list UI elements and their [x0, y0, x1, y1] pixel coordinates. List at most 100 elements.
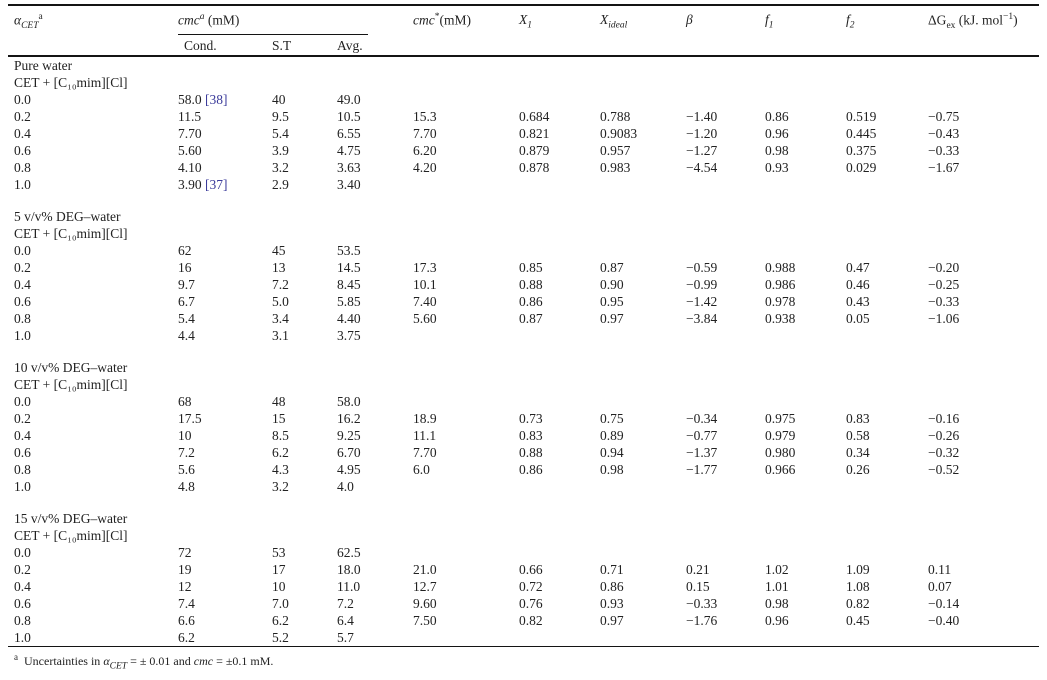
table-row: 0.4 10 8.5 9.25 11.1 0.83 0.89 −0.77 0.979 0.58 −0… [8, 427, 1039, 444]
cell-beta: −0.99 [686, 277, 718, 292]
cell-x-ideal [600, 478, 686, 495]
cell-dg-ex: −0.40 [928, 613, 960, 628]
cell-f2: 1.08 [846, 579, 870, 594]
cell-x1: 0.66 [519, 562, 543, 577]
section-system-row: CET + [C₁₀mim][Cl] [8, 376, 1039, 393]
cell-f2: 0.519 [846, 109, 877, 124]
cell-x1: 0.821 [519, 126, 550, 141]
cell-f1: 0.98 [765, 596, 789, 611]
cell-x-ideal: 0.97 [600, 613, 624, 628]
section-title: 10 v/v% DEG–water [14, 360, 128, 375]
cell-cmc-st: 13 [272, 260, 286, 275]
cell-f1: 0.988 [765, 260, 796, 275]
cell-f1: 0.986 [765, 277, 796, 292]
table-row: 1.0 4.4 3.1 3.75 [8, 327, 1039, 344]
section-system: CET + [C₁₀mim][Cl] [14, 377, 128, 392]
table-row: 0.0 72 53 62.5 [8, 544, 1039, 561]
table-footnote: a Uncertainties in αCET = ± 0.01 and cmc … [14, 652, 274, 672]
cell-x1: 0.879 [519, 143, 550, 158]
cell-x-ideal [600, 629, 686, 647]
section-title: 5 v/v% DEG–water [14, 209, 121, 224]
cell-alpha-cet: 1.0 [14, 479, 31, 494]
cell-dg-ex: −0.20 [928, 260, 960, 275]
cell-x-ideal: 0.71 [600, 562, 624, 577]
cell-cmc-cond: 62 [178, 243, 192, 258]
table-row: 0.2 16 13 14.5 17.3 0.85 0.87 −0.59 0.988 0.47 −0.… [8, 259, 1039, 276]
cell-f1 [765, 544, 846, 561]
cell-cmc-cond: 5.4 [178, 311, 195, 326]
cell-f2 [846, 91, 928, 108]
cell-x1: 0.878 [519, 160, 550, 175]
header-row-1: αCETa cmca (mM) cmc*(mM) X1 Xideal β f1 … [8, 5, 1039, 36]
cell-cmc-cond: 72 [178, 545, 192, 560]
cell-f2: 0.46 [846, 277, 870, 292]
cell-f1 [765, 327, 846, 344]
cell-f2 [846, 544, 928, 561]
cell-cmc-cond: 68 [178, 394, 192, 409]
section-title-row: Pure water [8, 56, 1039, 74]
cell-f2 [846, 393, 928, 410]
cell-dg-ex [928, 242, 1039, 259]
cell-x-ideal: 0.98 [600, 462, 624, 477]
citation-link[interactable]: [37] [201, 177, 228, 192]
cell-cmc-star [413, 393, 519, 410]
section-system: CET + [C₁₀mim][Cl] [14, 75, 128, 90]
col-header-x-ideal: Xideal [600, 12, 628, 31]
section-system: CET + [C₁₀mim][Cl] [14, 528, 128, 543]
cell-f1: 0.86 [765, 109, 789, 124]
cell-cmc-st: 10 [272, 579, 286, 594]
cell-f2: 0.375 [846, 143, 877, 158]
cell-x-ideal: 0.87 [600, 260, 624, 275]
cell-f1: 1.02 [765, 562, 789, 577]
cell-cmc-cond: 6.7 [178, 294, 195, 309]
cell-f1: 0.966 [765, 462, 796, 477]
cell-x-ideal: 0.957 [600, 143, 631, 158]
cell-x1 [519, 393, 600, 410]
cell-x1: 0.73 [519, 411, 543, 426]
cell-dg-ex: −0.33 [928, 294, 960, 309]
section-title-row: 10 v/v% DEG–water [8, 359, 1039, 376]
cell-cmc-avg: 6.4 [337, 613, 354, 628]
cell-x-ideal: 0.90 [600, 277, 624, 292]
cell-cmc-avg: 4.95 [337, 462, 361, 477]
table-row: 1.0 6.2 5.2 5.7 [8, 629, 1039, 647]
cell-cmc-avg: 53.5 [337, 243, 361, 258]
cell-cmc-star [413, 242, 519, 259]
citation-link[interactable]: [38] [201, 92, 228, 107]
cell-alpha-cet: 0.0 [14, 92, 31, 107]
col-header-f1: f1 [765, 12, 774, 31]
cell-cmc-avg: 18.0 [337, 562, 361, 577]
cell-cmc-st: 5.0 [272, 294, 289, 309]
cell-cmc-avg: 5.85 [337, 294, 361, 309]
cell-beta [686, 478, 765, 495]
header-row-2: Cond. S.T Avg. [8, 36, 1039, 56]
cell-cmc-st: 17 [272, 562, 286, 577]
cell-cmc-avg: 7.2 [337, 596, 354, 611]
cell-x-ideal [600, 242, 686, 259]
cell-alpha-cet: 0.4 [14, 277, 31, 292]
cell-cmc-star: 17.3 [413, 260, 437, 275]
cell-alpha-cet: 0.6 [14, 445, 31, 460]
cell-f1: 0.980 [765, 445, 796, 460]
cell-f2 [846, 242, 928, 259]
table-row: 0.8 6.6 6.2 6.4 7.50 0.82 0.97 −1.76 0.96 0.45 −0.… [8, 612, 1039, 629]
cell-dg-ex: −0.14 [928, 596, 960, 611]
cell-cmc-st: 6.2 [272, 613, 289, 628]
cell-f1 [765, 91, 846, 108]
cell-f1: 1.01 [765, 579, 789, 594]
cell-cmc-avg: 16.2 [337, 411, 361, 426]
col-header-cond: Cond. [184, 38, 217, 53]
cell-cmc-avg: 58.0 [337, 394, 361, 409]
cell-f1: 0.93 [765, 160, 789, 175]
cell-dg-ex: −1.06 [928, 311, 960, 326]
cell-alpha-cet: 1.0 [14, 328, 31, 343]
cell-x1 [519, 242, 600, 259]
cell-dg-ex: −0.33 [928, 143, 960, 158]
cell-x-ideal: 0.97 [600, 311, 624, 326]
table-body: Pure water CET + [C₁₀mim][Cl] 0.0 58.0 [38]… [8, 56, 1039, 647]
table-row: 1.0 3.90 [37] 2.9 3.40 [8, 176, 1039, 193]
cell-dg-ex: −0.43 [928, 126, 960, 141]
cell-cmc-avg: 14.5 [337, 260, 361, 275]
cell-cmc-cond: 19 [178, 562, 192, 577]
table-row: 0.2 17.5 15 16.2 18.9 0.73 0.75 −0.34 0.975 0.83 −… [8, 410, 1039, 427]
